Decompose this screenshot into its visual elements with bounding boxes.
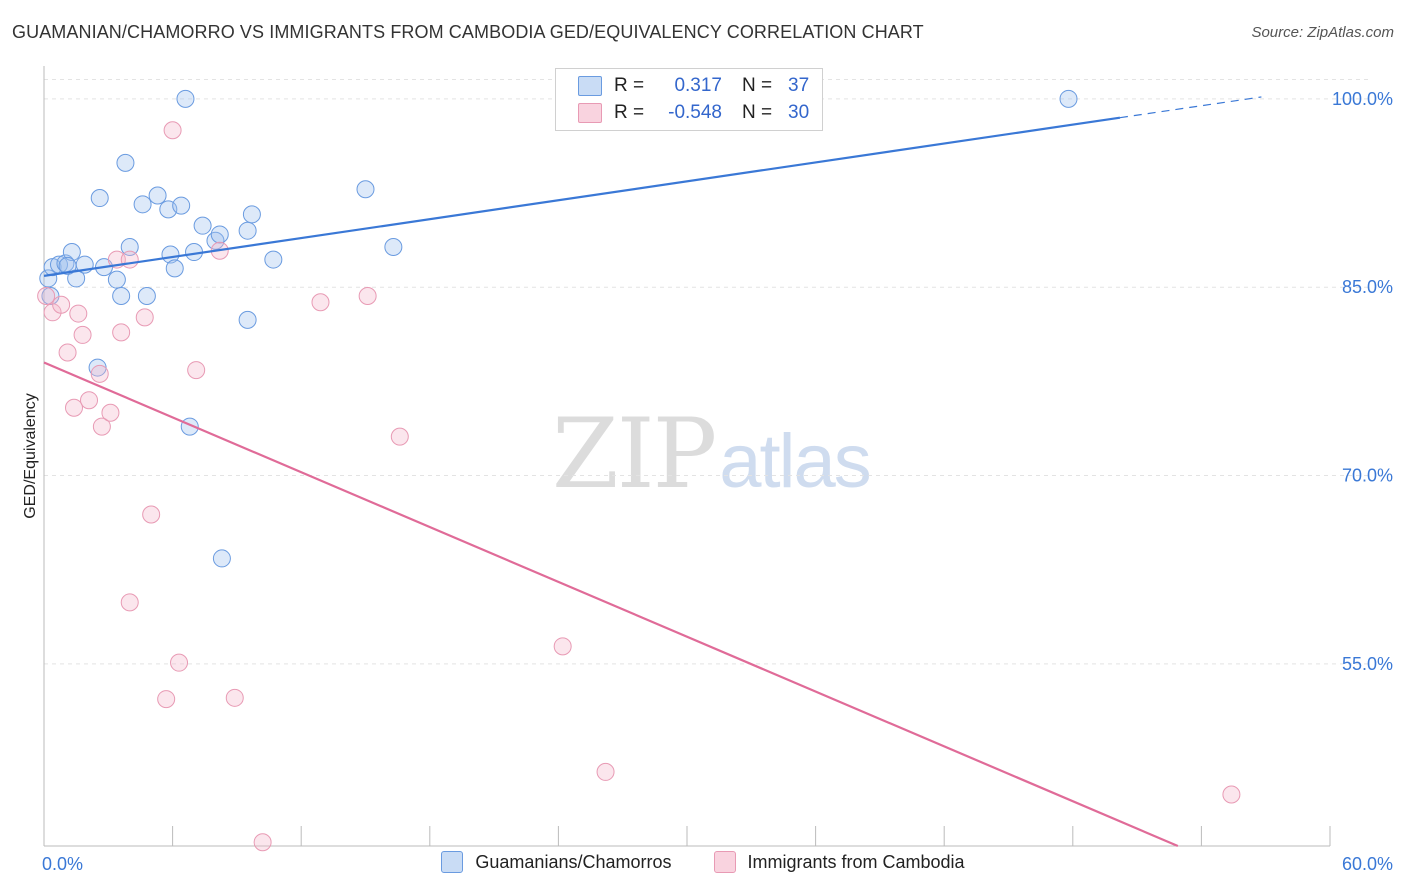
point-guamanian [62, 243, 81, 262]
point-cambodia [80, 391, 99, 410]
point-guamanian [264, 250, 283, 269]
point-guamanian [210, 225, 229, 244]
point-guamanian [242, 205, 261, 224]
point-cambodia [157, 690, 176, 709]
legend-n-label: N = [742, 75, 773, 96]
point-guamanian [238, 310, 257, 329]
legend-swatch-blue [441, 851, 464, 873]
point-guamanian [112, 286, 131, 305]
watermark-zip: ZIP [552, 398, 717, 510]
point-cambodia [69, 304, 88, 323]
point-cambodia [135, 308, 154, 327]
point-guamanian [90, 189, 109, 208]
point-cambodia [163, 121, 182, 140]
point-cambodia [311, 293, 330, 312]
grid-lines [44, 79, 1370, 665]
point-guamanian [148, 186, 167, 205]
point-cambodia [120, 593, 139, 612]
point-cambodia [596, 762, 615, 781]
trend-line-guamanian-extension [1119, 96, 1262, 119]
point-cambodia [1222, 785, 1241, 804]
y-tick-label: 100.0% [1332, 89, 1393, 109]
legend-label-guamanians: Guamanians/Chamorros [475, 851, 672, 872]
point-cambodia [170, 653, 189, 672]
watermark-atlas: atlas [719, 419, 872, 504]
trend-line-cambodia [43, 361, 1179, 848]
legend-r-label: R = [614, 75, 645, 96]
point-cambodia [225, 688, 244, 707]
point-guamanian [116, 153, 135, 172]
point-cambodia [358, 286, 377, 305]
point-guamanian [120, 238, 139, 257]
legend-row-guamanians: R = 0.317 N = 37 [578, 73, 809, 99]
point-guamanian [133, 195, 152, 214]
legend-swatch-pink [578, 103, 602, 123]
legend-swatch-blue [578, 76, 602, 96]
x-tick-label-max: 60.0% [1342, 854, 1393, 874]
watermark: ZIPatlas [552, 398, 872, 510]
legend-item-cambodia[interactable]: Immigrants from Cambodia [713, 851, 965, 873]
point-guamanian [176, 89, 195, 108]
trend-line-guamanian [43, 116, 1121, 277]
point-cambodia [390, 427, 409, 446]
point-guamanian [384, 238, 403, 257]
legend-row-cambodia: R = -0.548 N = 30 [578, 100, 809, 126]
point-cambodia [92, 417, 111, 436]
x-tick-label-min: 0.0% [42, 854, 83, 874]
point-cambodia [65, 398, 84, 417]
point-cambodia [101, 403, 120, 422]
point-guamanian [165, 259, 184, 278]
point-guamanian [356, 180, 375, 199]
legend-label-cambodia: Immigrants from Cambodia [747, 851, 965, 872]
trend-lines [43, 96, 1262, 848]
point-guamanian [212, 549, 231, 568]
legend-r-value: -0.548 [668, 102, 722, 123]
legend-n-label: N = [742, 102, 773, 123]
point-cambodia [553, 637, 572, 656]
legend-r-value: 0.317 [674, 75, 722, 96]
point-guamanian [67, 269, 86, 288]
y-tick-label: 70.0% [1342, 466, 1393, 486]
point-guamanian [193, 216, 212, 235]
point-cambodia [52, 295, 71, 314]
point-guamanian [238, 221, 257, 240]
correlation-legend: R = 0.317 N = 37 R = -0.548 N = 30 [555, 68, 823, 131]
data-points [37, 89, 1241, 852]
point-cambodia [253, 833, 272, 852]
series-legend: Guamanians/Chamorros Immigrants from Cam… [0, 851, 1406, 873]
point-cambodia [120, 250, 139, 269]
point-guamanian [1059, 89, 1078, 108]
point-cambodia [58, 343, 77, 362]
legend-r-label: R = [614, 102, 645, 123]
point-guamanian [58, 256, 77, 275]
legend-item-guamanians[interactable]: Guamanians/Chamorros [441, 851, 672, 873]
legend-swatch-pink [713, 851, 736, 873]
point-cambodia [37, 286, 56, 305]
legend-n-value: 30 [788, 102, 810, 123]
point-guamanian [107, 270, 126, 289]
point-cambodia [142, 505, 161, 524]
point-cambodia [73, 325, 92, 344]
axes [43, 66, 1331, 847]
point-cambodia [187, 361, 206, 380]
chart-title: GUAMANIAN/CHAMORRO VS IMMIGRANTS FROM CA… [12, 22, 924, 42]
point-cambodia [90, 364, 109, 383]
y-tick-label: 55.0% [1342, 654, 1393, 674]
point-guamanian [172, 196, 191, 215]
y-tick-label: 85.0% [1342, 277, 1393, 297]
source-credit: Source: ZipAtlas.com [1251, 24, 1394, 41]
point-guamanian [137, 286, 156, 305]
point-cambodia [112, 323, 131, 342]
tick-labels: 55.0% 70.0% 85.0% 100.0% 0.0% 60.0% [42, 89, 1393, 874]
legend-n-value: 37 [788, 75, 810, 96]
